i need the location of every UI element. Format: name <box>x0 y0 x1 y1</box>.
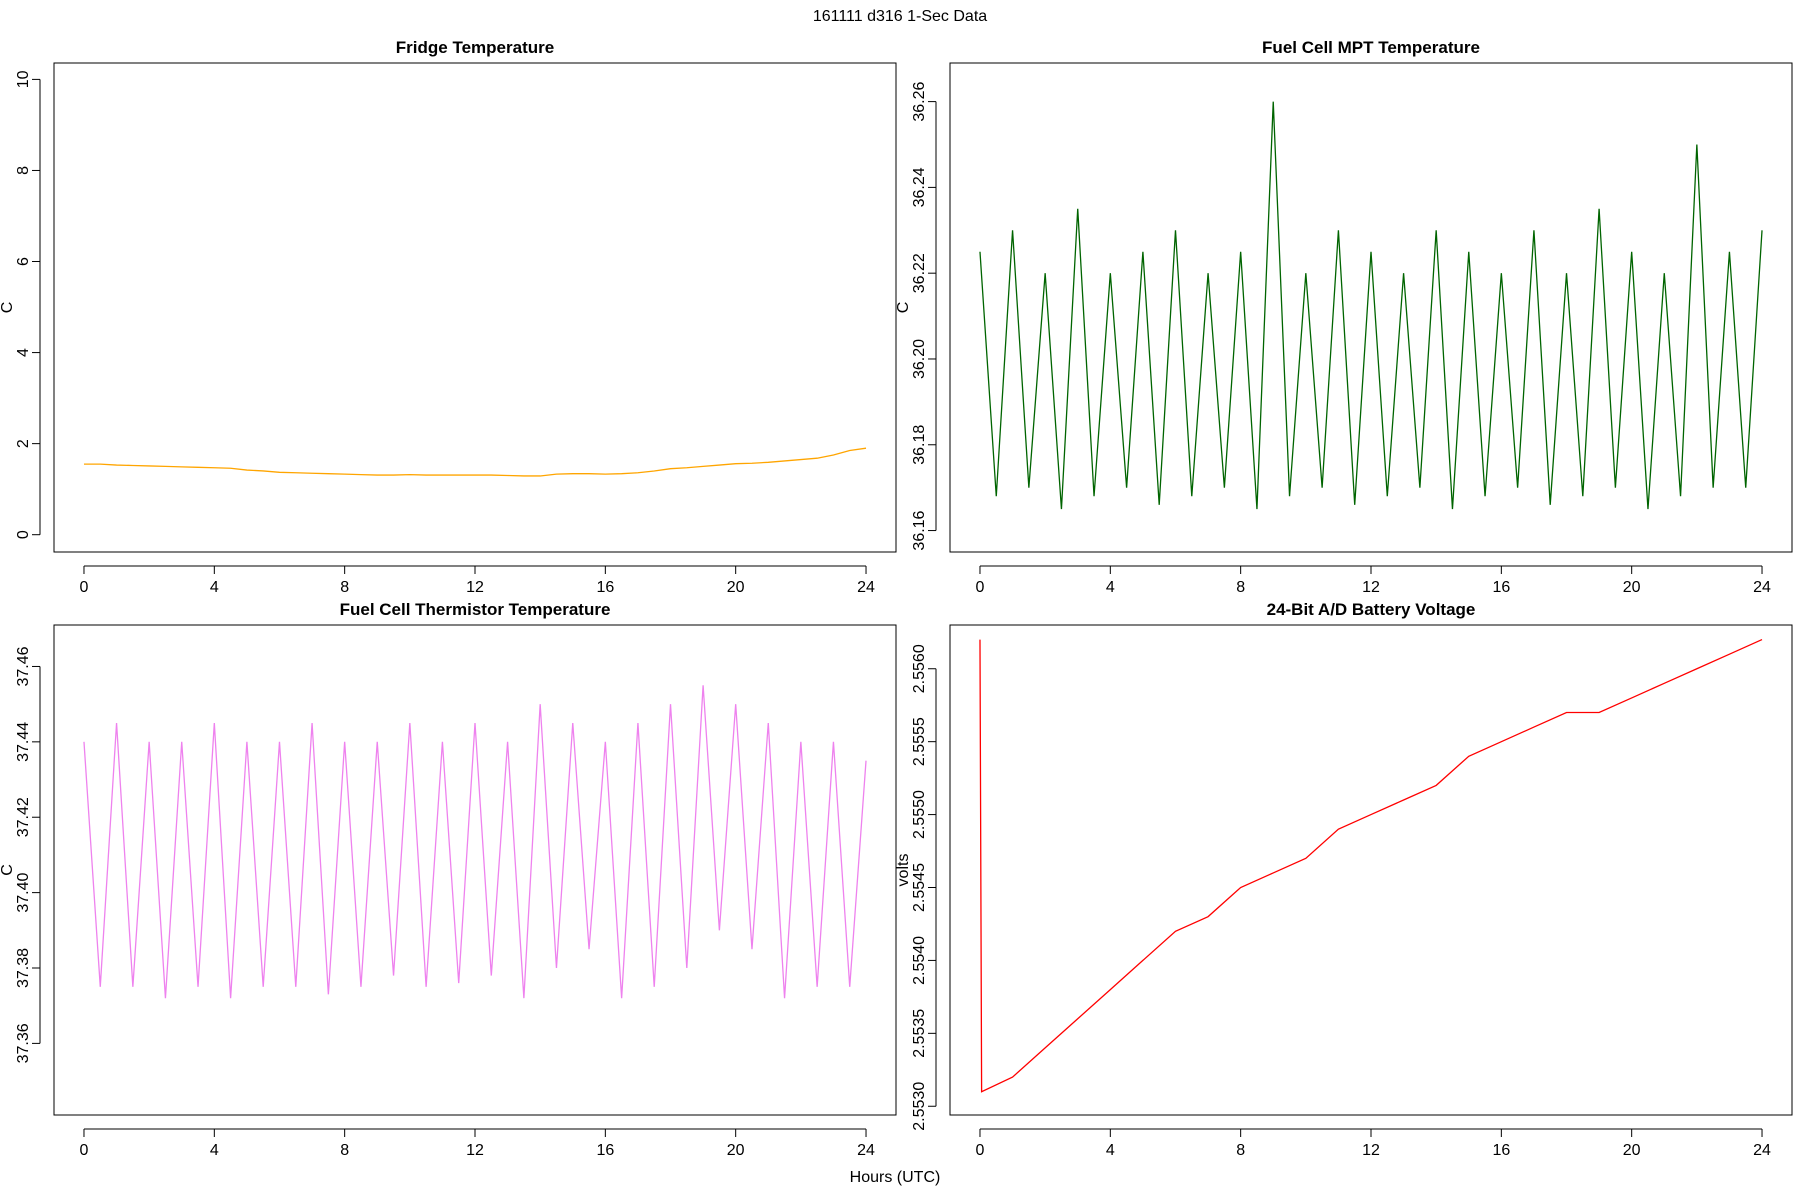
y-tick-label: 2.5535 <box>911 1009 928 1058</box>
x-tick-label: 8 <box>340 1142 349 1159</box>
panel-title: Fuel Cell Thermistor Temperature <box>340 600 611 619</box>
figure-title: 161111 d316 1-Sec Data <box>813 8 987 25</box>
x-tick-label: 20 <box>727 579 745 596</box>
y-tick-label: 36.18 <box>911 425 928 465</box>
panel-title: Fuel Cell MPT Temperature <box>1262 38 1480 57</box>
y-axis-label: C <box>895 302 912 314</box>
x-tick-label: 12 <box>466 579 484 596</box>
x-tick-label: 8 <box>1236 1142 1245 1159</box>
x-tick-label: 12 <box>1362 579 1380 596</box>
y-axis-label: C <box>0 864 16 876</box>
x-tick-label: 20 <box>727 1142 745 1159</box>
x-tick-label: 0 <box>976 579 985 596</box>
x-tick-label: 24 <box>857 1142 875 1159</box>
plot-frame <box>949 62 1793 553</box>
x-tick-label: 0 <box>80 579 89 596</box>
x-tick-label: 20 <box>1623 579 1641 596</box>
y-tick-label: 36.22 <box>911 253 928 293</box>
x-tick-label: 4 <box>1106 579 1115 596</box>
panel-title: 24-Bit A/D Battery Voltage <box>1267 600 1476 619</box>
x-axis-label: Hours (UTC) <box>850 1169 941 1186</box>
x-tick-label: 16 <box>596 579 614 596</box>
data-line <box>83 447 867 477</box>
y-tick-label: 4 <box>15 348 32 357</box>
x-tick-label: 0 <box>80 1142 89 1159</box>
y-tick-label: 36.24 <box>911 167 928 207</box>
plot-frame <box>53 62 897 553</box>
x-tick-label: 12 <box>1362 1142 1380 1159</box>
x-tick-label: 4 <box>1106 1142 1115 1159</box>
panel-title: Fridge Temperature <box>396 38 554 57</box>
y-tick-label: 0 <box>15 530 32 539</box>
x-tick-label: 0 <box>976 1142 985 1159</box>
y-tick-label: 2.5560 <box>911 644 928 693</box>
y-tick-label: 2.5550 <box>911 790 928 839</box>
y-axis-label: C <box>0 302 16 314</box>
x-tick-label: 20 <box>1623 1142 1641 1159</box>
x-tick-label: 4 <box>210 579 219 596</box>
x-tick-label: 24 <box>857 579 875 596</box>
x-tick-label: 16 <box>1492 1142 1510 1159</box>
data-line <box>83 685 867 999</box>
y-tick-label: 36.16 <box>911 510 928 550</box>
x-tick-label: 12 <box>466 1142 484 1159</box>
plot-frame <box>949 624 1793 1116</box>
y-tick-label: 36.26 <box>911 81 928 121</box>
y-tick-label: 36.20 <box>911 339 928 379</box>
y-tick-label: 2.5540 <box>911 936 928 985</box>
x-tick-label: 8 <box>340 579 349 596</box>
y-tick-label: 2.5530 <box>911 1082 928 1131</box>
y-tick-label: 2.5555 <box>911 717 928 766</box>
y-tick-label: 6 <box>15 257 32 266</box>
y-tick-label: 37.40 <box>15 872 32 912</box>
x-tick-label: 16 <box>1492 579 1510 596</box>
x-tick-label: 24 <box>1753 579 1771 596</box>
x-tick-label: 24 <box>1753 1142 1771 1159</box>
y-tick-label: 10 <box>15 70 32 88</box>
y-tick-label: 37.36 <box>15 1023 32 1063</box>
x-tick-label: 8 <box>1236 579 1245 596</box>
data-line <box>979 638 1763 1093</box>
y-axis-label: volts <box>895 854 912 887</box>
data-line <box>979 101 1763 510</box>
y-tick-label: 37.42 <box>15 797 32 837</box>
y-tick-label: 37.44 <box>15 722 32 762</box>
y-tick-label: 37.46 <box>15 646 32 686</box>
x-tick-label: 16 <box>596 1142 614 1159</box>
y-tick-label: 8 <box>15 166 32 175</box>
y-tick-label: 2 <box>15 439 32 448</box>
y-tick-label: 37.38 <box>15 948 32 988</box>
plot-frame <box>53 624 897 1116</box>
x-tick-label: 4 <box>210 1142 219 1159</box>
y-tick-label: 2.5545 <box>911 863 928 912</box>
